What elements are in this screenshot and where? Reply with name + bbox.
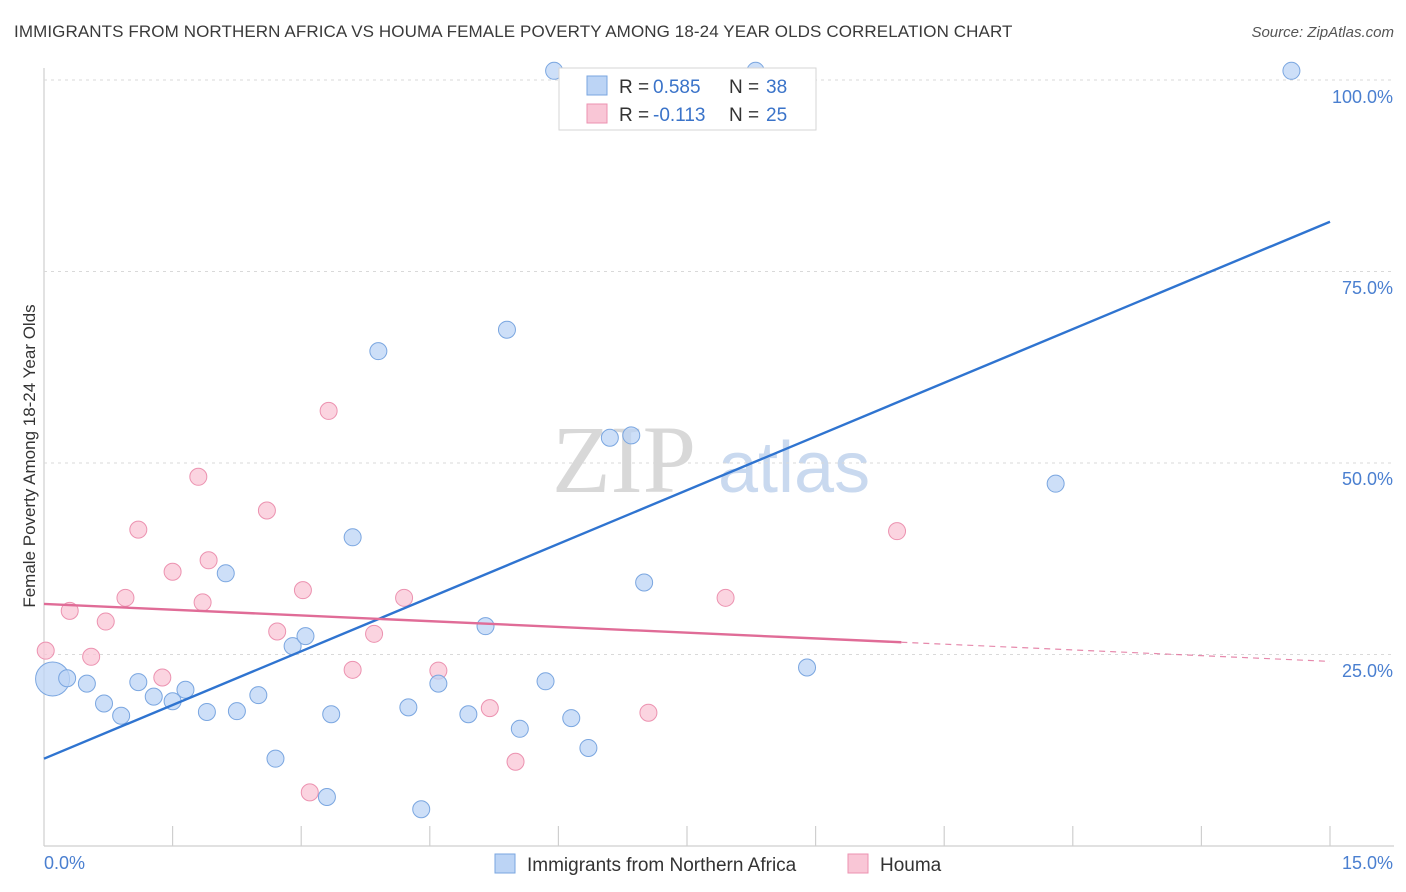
immigrants-point <box>562 709 581 728</box>
legend-r-label-blue: R = <box>619 77 649 98</box>
x-tick-label-max: 15.0% <box>1342 853 1393 873</box>
houma-points <box>36 401 907 802</box>
immigrants-point <box>77 674 96 693</box>
houma-trend-line <box>43 602 902 644</box>
immigrants-point <box>1282 61 1301 80</box>
immigrants-point <box>510 719 529 738</box>
y-axis-label: Female Poverty Among 18-24 Year Olds <box>20 304 39 607</box>
bottom-legend-swatch-blue <box>494 853 516 874</box>
immigrants-point <box>197 702 216 721</box>
immigrants-point <box>798 658 817 677</box>
immigrants-point <box>129 673 148 692</box>
chart-title: IMMIGRANTS FROM NORTHERN AFRICA VS HOUMA… <box>14 22 1013 41</box>
immigrants-point <box>412 800 431 819</box>
houma-point <box>153 668 172 687</box>
houma-point <box>365 624 384 643</box>
immigrants-point <box>112 706 131 725</box>
legend-r-value-pink: -0.113 <box>653 105 705 126</box>
legend-n-value-blue: 38 <box>766 77 787 98</box>
y-tick-label-25: 25.0% <box>1342 661 1393 681</box>
watermark-atlas: atlas <box>718 428 870 508</box>
immigrants-point <box>266 749 285 768</box>
houma-point <box>888 522 907 541</box>
houma-point <box>257 501 276 520</box>
houma-trend-extension <box>901 641 1331 662</box>
houma-point <box>268 622 287 641</box>
houma-point <box>60 601 79 620</box>
houma-point <box>163 562 182 581</box>
bottom-legend-label-blue: Immigrants from Northern Africa <box>527 855 797 876</box>
immigrants-trend-line <box>43 220 1331 760</box>
immigrants-point <box>322 705 341 724</box>
immigrants-point <box>635 573 654 592</box>
immigrants-point <box>95 694 114 713</box>
houma-point <box>716 588 735 607</box>
y-tick-label-100: 100.0% <box>1332 87 1393 107</box>
houma-point <box>199 551 218 570</box>
immigrants-point <box>429 674 448 693</box>
legend-r-label-pink: R = <box>619 105 649 126</box>
houma-point <box>129 520 148 539</box>
legend-n-value-pink: 25 <box>766 105 787 126</box>
houma-point <box>293 581 312 600</box>
immigrants-point <box>296 627 315 646</box>
immigrants-point <box>176 680 195 699</box>
immigrants-point <box>536 672 555 691</box>
houma-point <box>116 588 135 607</box>
houma-point <box>319 401 338 420</box>
x-tick-label-min: 0.0% <box>44 853 85 873</box>
immigrants-point <box>369 342 388 361</box>
immigrants-point <box>459 705 478 724</box>
immigrants-point <box>497 320 516 339</box>
immigrants-point <box>399 698 418 717</box>
trend-lines <box>43 220 1331 760</box>
houma-point <box>96 612 115 631</box>
houma-point <box>639 703 658 722</box>
immigrants-point <box>622 426 641 445</box>
watermark-zip: ZIP <box>552 406 696 513</box>
y-tick-label-50: 50.0% <box>1342 469 1393 489</box>
houma-point <box>36 641 55 660</box>
immigrants-point <box>600 428 619 447</box>
bottom-legend-label-pink: Houma <box>880 855 942 876</box>
immigrants-point <box>343 528 362 547</box>
immigrants-point <box>249 686 268 705</box>
x-ticks <box>172 826 1331 846</box>
houma-point <box>480 699 499 718</box>
immigrants-point <box>317 787 336 806</box>
houma-point <box>395 588 414 607</box>
y-tick-label-75: 75.0% <box>1342 278 1393 298</box>
houma-point <box>82 647 101 666</box>
source-credit: Source: ZipAtlas.com <box>1251 24 1394 41</box>
legend: R = 0.585 N = 38 R = -0.113 N = 25 <box>558 67 817 131</box>
legend-swatch-pink <box>586 103 608 124</box>
immigrants-point <box>227 702 246 721</box>
immigrants-point <box>144 687 163 706</box>
houma-point <box>189 467 208 486</box>
bottom-legend-swatch-pink <box>847 853 869 874</box>
legend-r-value-blue: 0.585 <box>653 77 701 98</box>
houma-point <box>193 593 212 612</box>
immigrants-point <box>476 617 495 636</box>
houma-point <box>300 783 319 802</box>
legend-n-label-pink: N = <box>729 105 759 126</box>
gridlines <box>44 79 1394 655</box>
immigrants-point <box>579 738 598 757</box>
immigrants-point <box>1046 474 1065 493</box>
bottom-legend: Immigrants from Northern Africa Houma <box>494 853 942 876</box>
immigrants-point <box>58 669 77 688</box>
legend-swatch-blue <box>586 75 608 96</box>
y-tick-labels: 25.0% 50.0% 75.0% 100.0% <box>1332 87 1393 681</box>
houma-point <box>506 752 525 771</box>
legend-n-label-blue: N = <box>729 77 759 98</box>
immigrants-point <box>216 564 235 583</box>
houma-point <box>343 660 362 679</box>
